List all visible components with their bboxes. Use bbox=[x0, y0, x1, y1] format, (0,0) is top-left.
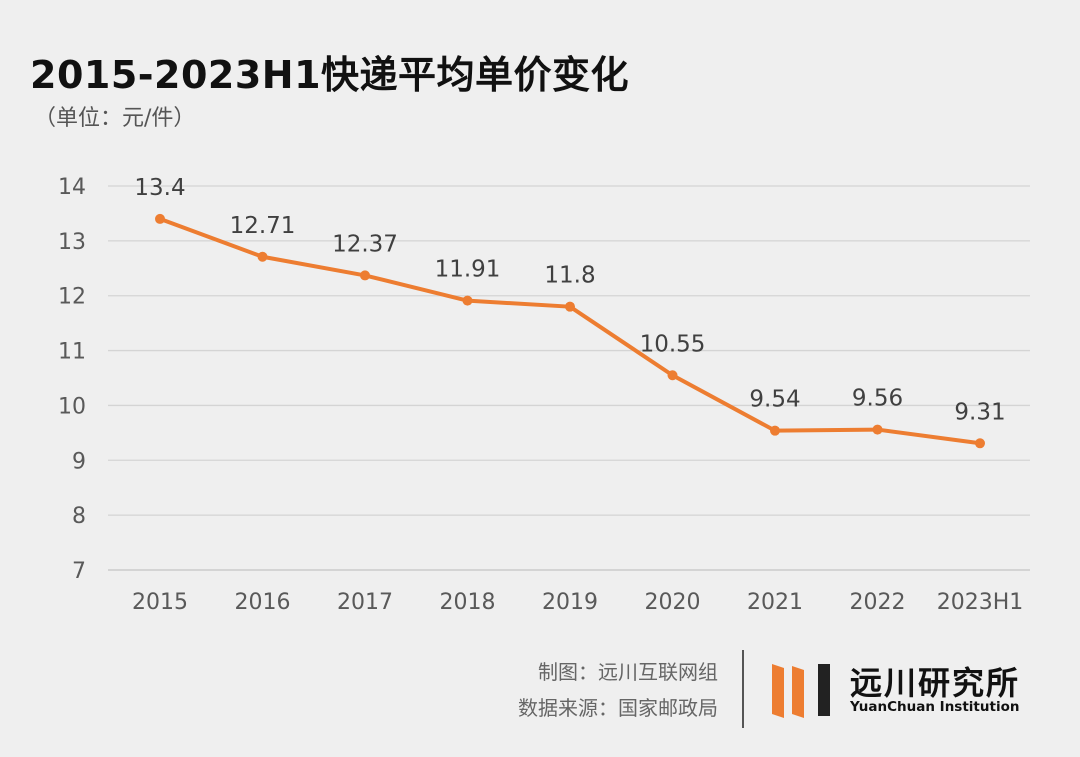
data-label: 13.4 bbox=[134, 175, 185, 201]
data-point bbox=[155, 213, 165, 224]
x-tick-label: 2019 bbox=[542, 590, 598, 615]
x-tick-label: 2021 bbox=[747, 590, 803, 615]
y-tick-label: 13 bbox=[58, 230, 86, 255]
brand-logo-icon bbox=[772, 664, 830, 718]
y-tick-label: 12 bbox=[58, 285, 86, 310]
data-point bbox=[360, 270, 370, 281]
gridlines bbox=[108, 185, 1030, 571]
credit-text: 制图：远川互联网组 bbox=[538, 660, 718, 684]
data-label: 11.8 bbox=[544, 263, 595, 289]
data-labels: 13.4 12.71 12.37 11.91 11.8 10.55 9.54 9.56 9.31 bbox=[134, 175, 1005, 425]
y-tick-label: 8 bbox=[72, 504, 86, 529]
data-point bbox=[462, 295, 473, 306]
data-label: 9.54 bbox=[749, 387, 800, 413]
data-points bbox=[155, 213, 985, 449]
data-label: 9.31 bbox=[954, 399, 1005, 425]
chart-title: 2015-2023H1快递平均单价变化 bbox=[30, 53, 630, 97]
footer-divider bbox=[742, 650, 744, 728]
x-tick-label: 2023H1 bbox=[937, 590, 1024, 615]
data-point bbox=[565, 301, 575, 312]
x-axis-ticks: 2015 2016 2017 2018 2019 2020 2021 2022 2023H1 bbox=[132, 590, 1023, 615]
y-tick-label: 10 bbox=[58, 394, 86, 419]
data-label: 12.37 bbox=[332, 231, 398, 257]
x-tick-label: 2020 bbox=[645, 590, 701, 615]
x-tick-label: 2022 bbox=[850, 590, 906, 615]
x-tick-label: 2015 bbox=[132, 590, 188, 615]
y-axis-ticks: 7 8 9 10 11 12 13 14 bbox=[58, 175, 86, 584]
x-tick-label: 2018 bbox=[440, 590, 496, 615]
data-label: 11.91 bbox=[435, 257, 501, 283]
x-tick-label: 2016 bbox=[235, 590, 291, 615]
logo-bar-dark bbox=[818, 664, 830, 716]
brand-name-en: YuanChuan Institution bbox=[850, 699, 1020, 715]
data-point bbox=[257, 251, 268, 262]
logo-bar-orange bbox=[772, 664, 784, 718]
data-point bbox=[872, 424, 883, 435]
data-label: 9.56 bbox=[852, 386, 903, 412]
data-point bbox=[770, 425, 780, 436]
y-tick-label: 14 bbox=[58, 175, 86, 200]
y-tick-label: 9 bbox=[72, 449, 86, 474]
data-point bbox=[667, 370, 678, 381]
data-label: 10.55 bbox=[640, 331, 706, 357]
y-tick-label: 11 bbox=[58, 340, 86, 365]
brand-name-cn: 远川研究所 bbox=[850, 664, 1021, 702]
unit-label: （单位：元/件） bbox=[34, 106, 196, 131]
logo-bar-orange-2 bbox=[792, 666, 804, 718]
x-tick-label: 2017 bbox=[337, 590, 393, 615]
y-tick-label: 7 bbox=[72, 559, 86, 584]
data-label: 12.71 bbox=[230, 213, 296, 239]
source-text: 数据来源：国家邮政局 bbox=[518, 696, 718, 720]
data-point bbox=[975, 438, 985, 449]
